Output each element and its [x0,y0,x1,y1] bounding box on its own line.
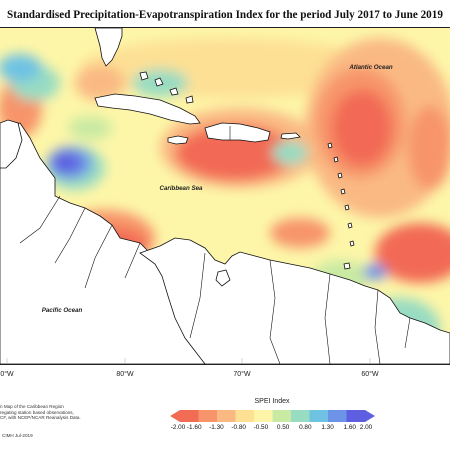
country-borders [19,126,411,364]
lesser-antilles [327,142,355,270]
yucatan-peninsula [0,119,23,169]
legend-tick-label: 2.00 [359,424,373,431]
spei-map-canvas [0,28,450,364]
south-america [139,237,450,364]
legend-tick-label: -1.60 [186,424,202,431]
legend-color-cell [272,410,292,422]
longitude-label-70w: 70°W [233,371,251,378]
credit-line: regating station based observations, [0,409,74,415]
legend-tick-label: -1.30 [209,424,224,431]
puerto-rico [280,132,301,140]
credit-line: n Map of the Caribbean Region [0,404,64,409]
longitude-label-0w: 0°W [0,371,14,378]
legend-color-cell [346,410,366,422]
legend-right-arrow [365,410,375,422]
legend-color-cell [235,410,255,422]
legend-title: SPEI Index [254,398,290,405]
legend-color-cell [180,410,199,422]
legend-tick-label: -0.80 [231,424,246,431]
credit-line: CF, with NCEP/NCAR Reanalysis Data. [0,415,81,421]
legend-color-cell [309,410,329,422]
cuba [94,93,201,125]
legend-tick-label: -2.00 [170,424,186,431]
legend-color-cell [254,410,273,422]
jamaica [167,135,189,145]
map-credits: n Map of the Caribbean Region regating s… [0,404,81,421]
legend-color-bar [170,410,375,422]
legend-color-cell [291,410,310,422]
legend-tick-label: 0.50 [276,424,290,431]
caribbean-sea-label: Caribbean Sea [159,185,203,192]
legend-tick-label: 1.60 [343,424,356,431]
longitude-label-60w: 60°W [361,371,379,378]
map-title: Standardised Precipitation-Evapotranspir… [7,9,443,21]
spei-map: Atlantic Ocean Caribbean Sea Pacific Oce… [0,27,450,365]
legend-left-arrow [170,410,180,422]
bahamas [139,71,194,104]
longitude-label-80w: 80°W [116,371,134,378]
legend-tick-label: 0.80 [299,424,312,431]
legend-color-cell [328,410,347,422]
cimh-credit: CIMH Jul-2019 [2,433,33,438]
hispaniola [204,122,271,143]
legend-color-cell [217,410,236,422]
lake-maracaibo [215,269,231,287]
pacific-ocean-label: Pacific Ocean [41,307,83,314]
legend-tick-labels: -2.00 -1.60 -1.30 -0.80 -0.50 0.50 0.80 1.30 1.6… [170,424,373,434]
atlantic-ocean-label: Atlantic Ocean [349,64,393,71]
longitude-ticks [6,358,371,364]
legend-cells [180,410,366,422]
legend-tick-label: -0.50 [253,424,269,431]
legend-tick-label: 1.30 [321,424,334,431]
legend-color-cell [198,410,218,422]
florida [94,28,123,67]
